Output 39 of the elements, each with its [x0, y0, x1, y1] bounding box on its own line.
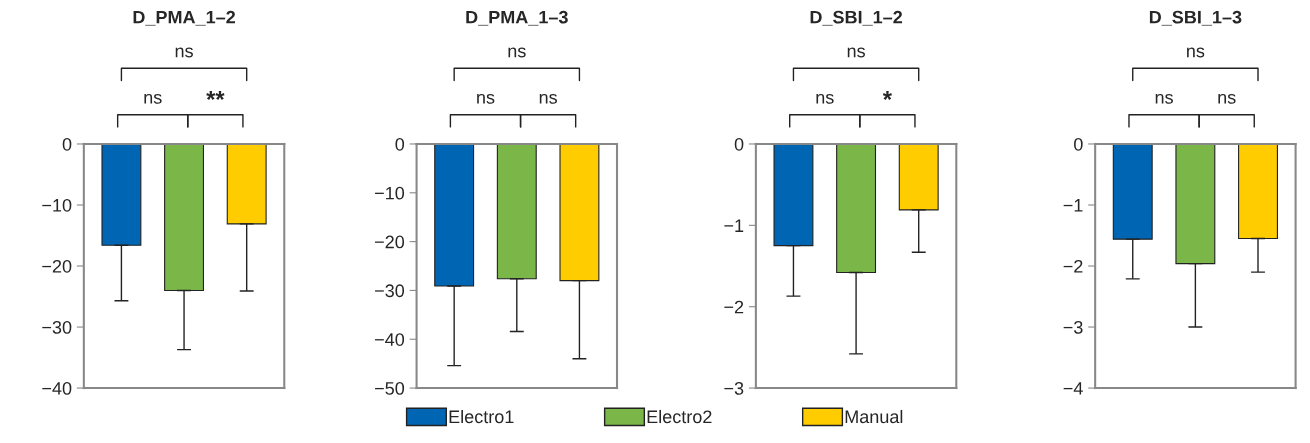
y-tick-label: 0	[395, 137, 405, 151]
y-tick-label: −40	[42, 382, 72, 395]
y-tick-label: −10	[42, 198, 72, 212]
y-tick-label: −2	[724, 300, 744, 314]
text: ns	[1187, 47, 1205, 58]
y-tick-label: −3	[1063, 320, 1083, 334]
y-tick-label: −20	[375, 235, 405, 249]
chart-title: D_SBI_1–2	[810, 10, 903, 26]
y-tick-label: −3	[724, 382, 744, 395]
text: ns	[477, 93, 495, 104]
y-tick-label: −50	[375, 382, 405, 395]
text: ns	[1218, 93, 1236, 104]
y-tick-label: −4	[1063, 382, 1083, 395]
legend-label: Electro1	[449, 409, 514, 424]
text: ns	[539, 93, 557, 104]
y-tick-label: −10	[375, 186, 405, 200]
y-tick-label: 0	[62, 137, 72, 151]
text: ns	[1155, 93, 1173, 104]
text: ns	[175, 47, 193, 58]
y-tick-label: 0	[734, 137, 744, 151]
text: ns	[847, 47, 865, 58]
y-tick-label: −30	[42, 320, 72, 334]
chart-title: D_PMA_1–2	[133, 10, 236, 26]
y-tick-label: −2	[1063, 259, 1083, 273]
y-tick-label: −1	[724, 219, 744, 232]
legend-label: Manual	[845, 409, 903, 424]
y-tick-label: −20	[42, 259, 72, 273]
text: ns	[144, 93, 162, 104]
chart-title: D_SBI_1–3	[1149, 10, 1242, 26]
text: *	[882, 91, 892, 100]
y-tick-label: 0	[1074, 137, 1083, 151]
y-tick-label: −40	[375, 333, 405, 346]
chart-title: D_PMA_1–3	[466, 10, 568, 26]
y-tick-label: −1	[1063, 199, 1083, 212]
legend-label: Electro2	[647, 409, 712, 424]
text: ns	[508, 47, 526, 58]
text: **	[206, 91, 225, 100]
y-tick-label: −30	[375, 284, 405, 298]
text: ns	[816, 93, 834, 104]
